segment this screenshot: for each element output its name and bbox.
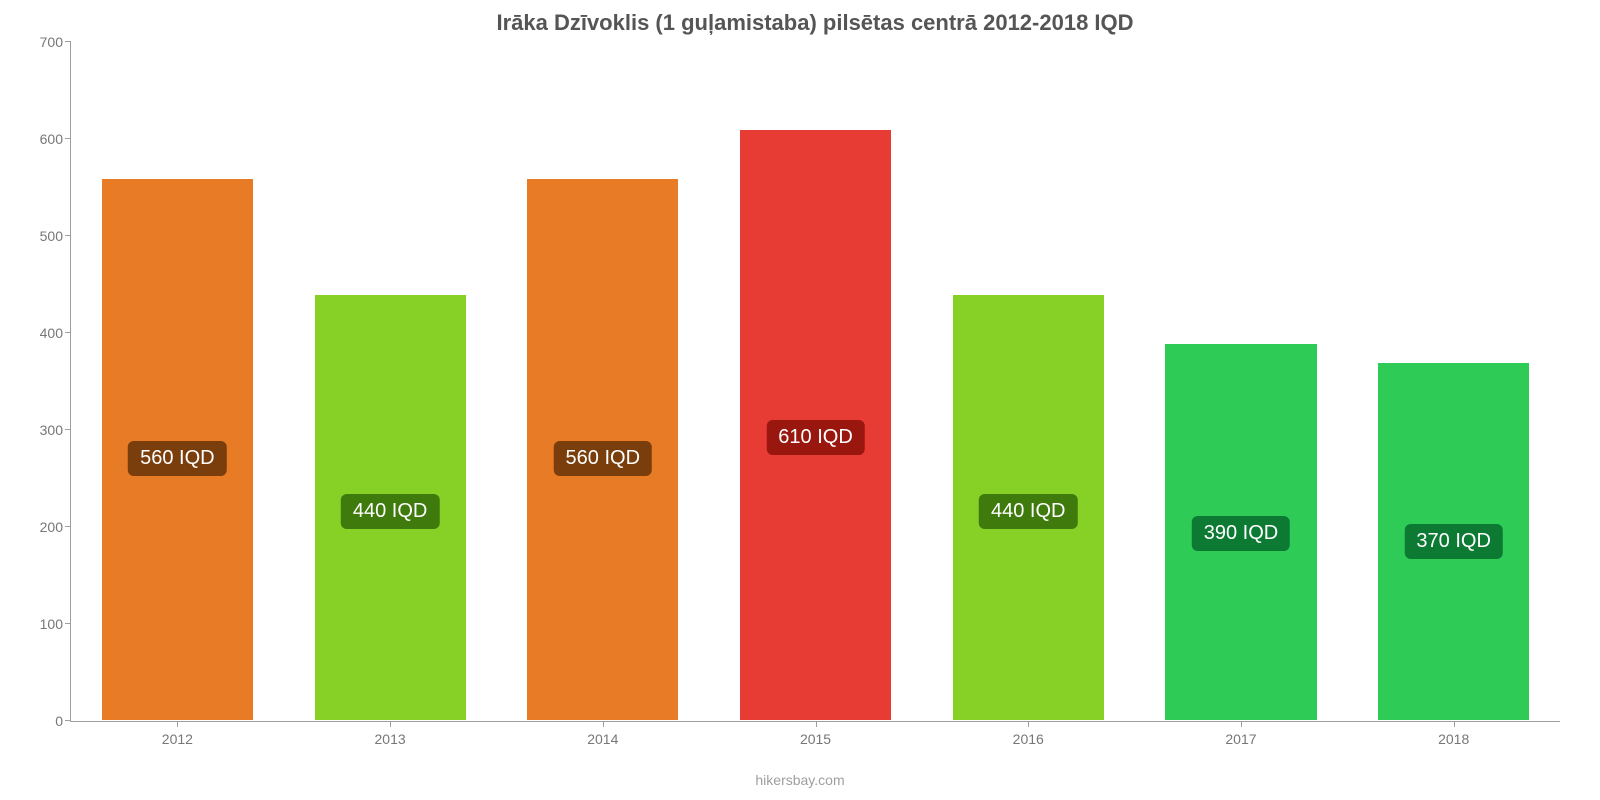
y-tick-label: 200	[13, 519, 63, 535]
bar-slot: 560 IQD2012	[71, 42, 284, 721]
y-tick-label: 300	[13, 422, 63, 438]
value-badge: 440 IQD	[341, 494, 439, 529]
bar: 610 IQD	[739, 129, 892, 721]
bar-slot: 440 IQD2016	[922, 42, 1135, 721]
bar: 560 IQD	[101, 178, 254, 721]
bar: 440 IQD	[952, 294, 1105, 721]
plot-area: 560 IQD2012440 IQD2013560 IQD2014610 IQD…	[70, 42, 1560, 722]
value-badge: 440 IQD	[979, 494, 1077, 529]
value-badge: 370 IQD	[1404, 524, 1502, 559]
credit-text: hikersbay.com	[0, 772, 1600, 788]
bar-slot: 390 IQD2017	[1135, 42, 1348, 721]
x-tick-label: 2014	[587, 731, 618, 747]
y-tick-label: 0	[13, 713, 63, 729]
bar: 440 IQD	[314, 294, 467, 721]
x-tick-label: 2016	[1013, 731, 1044, 747]
y-tick-label: 400	[13, 325, 63, 341]
bar-chart: Irāka Dzīvoklis (1 guļamistaba) pilsētas…	[0, 0, 1600, 800]
bar-slot: 370 IQD2018	[1347, 42, 1560, 721]
bar-slot: 560 IQD2014	[496, 42, 709, 721]
bar: 560 IQD	[526, 178, 679, 721]
x-tick-label: 2015	[800, 731, 831, 747]
bar: 370 IQD	[1377, 362, 1530, 721]
chart-title: Irāka Dzīvoklis (1 guļamistaba) pilsētas…	[70, 10, 1560, 36]
value-badge: 560 IQD	[554, 441, 652, 476]
bar: 390 IQD	[1164, 343, 1317, 721]
y-tick-label: 100	[13, 616, 63, 632]
x-tick-label: 2012	[162, 731, 193, 747]
y-tick-label: 700	[13, 34, 63, 50]
x-tick-label: 2013	[375, 731, 406, 747]
value-badge: 610 IQD	[766, 420, 864, 455]
y-tick-label: 600	[13, 131, 63, 147]
x-tick-label: 2018	[1438, 731, 1469, 747]
y-tick-label: 500	[13, 228, 63, 244]
bar-slot: 440 IQD2013	[284, 42, 497, 721]
bar-slot: 610 IQD2015	[709, 42, 922, 721]
bars-container: 560 IQD2012440 IQD2013560 IQD2014610 IQD…	[71, 42, 1560, 721]
x-tick-label: 2017	[1225, 731, 1256, 747]
value-badge: 390 IQD	[1192, 516, 1290, 551]
value-badge: 560 IQD	[128, 441, 226, 476]
